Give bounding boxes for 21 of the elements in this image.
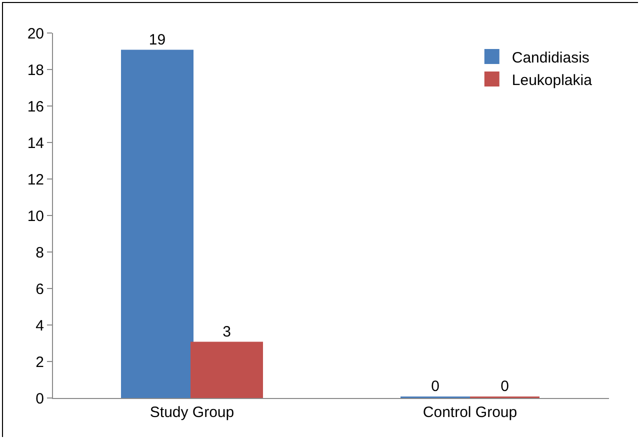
data-label: 19 [148,31,166,48]
legend-label: Candidiasis [512,49,590,66]
legend-label: Leukoplakia [512,72,593,89]
y-tick-label: 0 [36,390,44,408]
data-label: 0 [500,378,509,395]
y-tick-label: 4 [36,317,44,334]
bar [121,50,194,398]
y-tick-label: 16 [27,98,44,116]
data-label: 3 [222,323,231,340]
x-tick-label: Study Group [150,404,234,421]
y-tick-label: 14 [27,134,44,152]
x-tick-label: Control Group [422,404,518,421]
data-label: 0 [431,378,440,395]
y-tick-label: 12 [27,171,44,188]
y-tick-label: 10 [27,208,44,225]
y-tick-label: 2 [36,354,44,371]
y-tick-label: 6 [36,280,44,298]
y-tick-label: 18 [27,62,44,79]
bar [190,342,263,398]
y-tick-label: 20 [27,25,44,42]
y-tick-label: 8 [36,244,44,262]
